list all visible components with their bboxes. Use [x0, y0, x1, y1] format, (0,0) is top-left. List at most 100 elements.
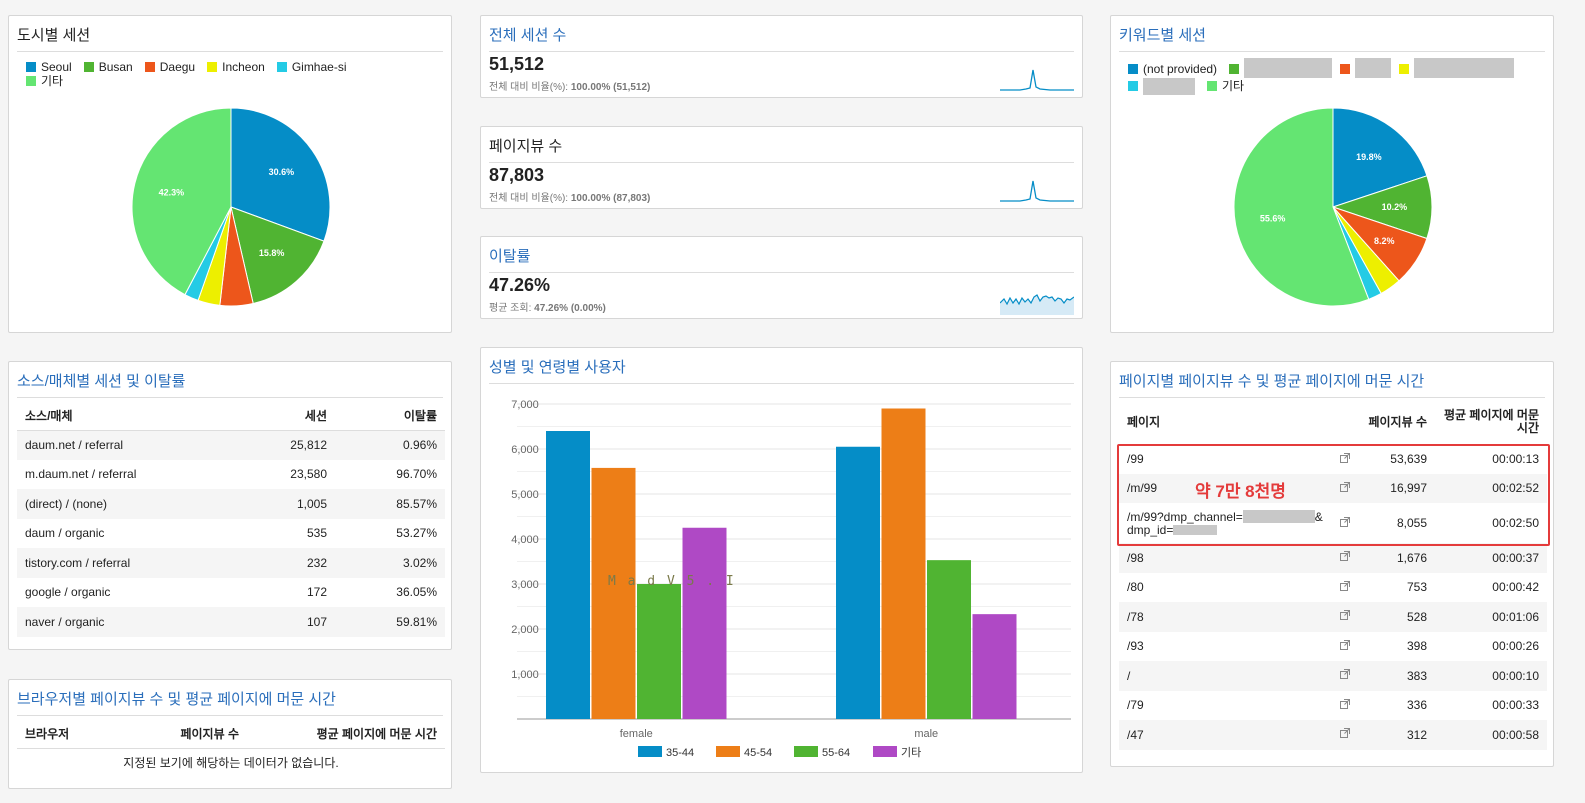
open-link-cell	[1331, 720, 1359, 750]
bar[interactable]	[682, 527, 727, 719]
legend-label[interactable]: 35-44	[666, 747, 694, 759]
external-link-icon[interactable]	[1339, 727, 1351, 739]
keyword-legend-item[interactable]	[1399, 58, 1515, 78]
page-cell[interactable]: /80	[1127, 580, 1144, 595]
pie-slice[interactable]	[230, 206, 325, 305]
source-medium-title[interactable]: 소스/매체별 세션 및 이탈률	[17, 370, 443, 398]
column-header-avg-time[interactable]: 평균 페이지에 머문 시간	[1435, 400, 1547, 445]
table-row: /47 312 00:00:58	[1119, 720, 1547, 750]
page-cell[interactable]: /79	[1127, 698, 1144, 713]
external-link-icon[interactable]	[1339, 580, 1351, 592]
page-cell[interactable]: /93	[1127, 639, 1144, 654]
bar[interactable]	[927, 560, 971, 719]
legend-swatch	[26, 76, 36, 86]
source-cell[interactable]: m.daum.net / referral	[25, 467, 137, 482]
city-legend-item[interactable]: 기타	[26, 74, 63, 88]
page-cell[interactable]: /78	[1119, 602, 1331, 632]
pageviews-sub-value: 100.00% (87,803)	[570, 193, 651, 204]
legend-label[interactable]: 55-64	[822, 747, 850, 759]
column-header-pageviews[interactable]: 페이지뷰 수	[127, 720, 247, 749]
city-legend-item[interactable]: Busan	[83, 60, 133, 74]
legend-label[interactable]: 기타	[901, 746, 921, 759]
external-link-icon[interactable]	[1339, 481, 1351, 493]
legend-label[interactable]: 45-54	[744, 747, 772, 759]
legend-swatch[interactable]	[638, 746, 662, 757]
external-link-icon[interactable]	[1339, 550, 1351, 562]
sessions-title[interactable]: 전체 세션 수	[489, 24, 1074, 52]
keyword-legend-item[interactable]: 기타	[1207, 78, 1244, 94]
bar[interactable]	[591, 467, 636, 719]
source-cell[interactable]: google / organic	[25, 585, 111, 600]
pie-slice[interactable]	[197, 206, 232, 306]
column-header-bounce[interactable]: 이탈률	[335, 402, 445, 431]
keyword-legend-item[interactable]	[1128, 78, 1195, 95]
legend-swatch[interactable]	[794, 746, 818, 757]
column-header-sessions[interactable]: 세션	[237, 402, 335, 431]
pie-slice[interactable]	[1332, 206, 1382, 300]
bounce-sub-value: 47.26% (0.00%)	[534, 303, 606, 314]
keyword-legend-item[interactable]	[1340, 58, 1392, 78]
avg-time-cell: 00:00:33	[1492, 698, 1539, 713]
pie-slice-label: 19.8%	[1356, 152, 1382, 162]
page-title-header[interactable]: 페이지별 페이지뷰 수 및 평균 페이지에 머문 시간	[1119, 370, 1545, 398]
page-cell[interactable]: /98	[1119, 543, 1331, 573]
external-link-icon[interactable]	[1339, 698, 1351, 710]
source-cell[interactable]: (direct) / (none)	[17, 489, 237, 519]
keyword-legend-item[interactable]: (not provided)	[1128, 61, 1217, 77]
bounce-title[interactable]: 이탈률	[489, 245, 1074, 273]
pie-slice[interactable]	[1332, 206, 1400, 295]
city-legend-item[interactable]: Incheon	[207, 60, 265, 74]
keyword-sessions-title[interactable]: 키워드별 세션	[1119, 24, 1545, 52]
external-link-icon[interactable]	[1339, 609, 1351, 621]
pie-slice[interactable]	[1331, 175, 1433, 240]
y-tick-label: 3,000	[511, 579, 539, 591]
annotation-text: 약 7만 8천명	[1195, 482, 1286, 501]
page-cell[interactable]: /	[1119, 661, 1331, 691]
pageviews-cell: 53,639	[1390, 452, 1427, 466]
page-cell[interactable]: /47	[1119, 720, 1331, 750]
external-link-icon[interactable]	[1339, 452, 1351, 464]
pie-slice[interactable]	[1332, 107, 1428, 208]
pie-slice[interactable]	[219, 206, 254, 307]
column-header-page[interactable]: 페이지	[1119, 400, 1331, 445]
keyword-legend-item[interactable]	[1229, 58, 1333, 78]
pie-slice[interactable]	[131, 107, 232, 296]
table-row: m.daum.net / referral 23,580 96.70%	[17, 460, 445, 490]
column-header-avg-time[interactable]: 평균 페이지에 머문 시간	[247, 720, 445, 749]
pie-slice[interactable]	[184, 206, 232, 301]
page-cell[interactable]: /99	[1127, 452, 1144, 466]
bar[interactable]	[881, 408, 926, 720]
column-header-source[interactable]: 소스/매체	[17, 402, 237, 431]
sessions-cell: 232	[237, 548, 335, 578]
legend-swatch[interactable]	[873, 746, 897, 757]
bar[interactable]	[546, 431, 590, 719]
column-header-browser[interactable]: 브라우저	[17, 720, 127, 749]
bar[interactable]	[836, 446, 880, 719]
bounce-sub: 평균 조회: 47.26% (0.00%)	[489, 299, 606, 314]
source-cell[interactable]: naver / organic	[17, 607, 237, 637]
external-link-icon[interactable]	[1339, 516, 1351, 528]
pie-slice[interactable]	[230, 107, 331, 242]
pageviews-title[interactable]: 페이지뷰 수	[489, 135, 1074, 163]
bar[interactable]	[637, 584, 681, 719]
external-link-icon[interactable]	[1339, 639, 1351, 651]
gender-age-title[interactable]: 성별 및 연령별 사용자	[489, 356, 1074, 384]
pie-slice[interactable]	[1331, 205, 1428, 282]
city-legend-item[interactable]: Gimhae-si	[276, 60, 347, 74]
column-header-pageviews[interactable]: 페이지뷰 수	[1359, 400, 1435, 445]
source-cell[interactable]: tistory.com / referral	[17, 548, 237, 578]
pie-slice[interactable]	[1233, 107, 1370, 307]
city-legend-item[interactable]: Seoul	[26, 60, 72, 74]
browser-title[interactable]: 브라우저별 페이지뷰 수 및 평균 페이지에 머문 시간	[17, 688, 443, 716]
city-legend-label: Incheon	[222, 60, 265, 74]
external-link-icon[interactable]	[1339, 668, 1351, 680]
legend-swatch[interactable]	[716, 746, 740, 757]
x-category-label: female	[620, 728, 653, 740]
page-cell[interactable]: /m/99?dmp_channel= & dmp_id=	[1119, 503, 1331, 543]
source-cell[interactable]: daum.net / referral	[17, 430, 237, 460]
source-cell[interactable]: daum / organic	[25, 526, 105, 541]
bar[interactable]	[972, 614, 1017, 719]
city-legend-item[interactable]: Daegu	[144, 60, 195, 74]
page-cell[interactable]: /m/99	[1119, 473, 1331, 503]
y-tick-label: 6,000	[511, 444, 539, 456]
